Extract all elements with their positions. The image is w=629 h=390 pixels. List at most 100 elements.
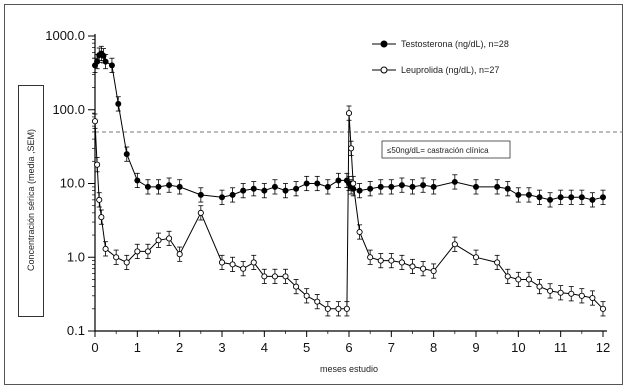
- data-point: [525, 276, 532, 283]
- y-tick-label: 1000.0: [45, 28, 85, 43]
- data-point: [229, 261, 236, 268]
- data-point: [123, 151, 130, 158]
- data-point: [134, 248, 141, 255]
- x-tick-label: 2: [176, 340, 183, 355]
- data-point: [547, 287, 554, 294]
- x-tick-label: 9: [472, 340, 479, 355]
- data-point: [155, 237, 162, 244]
- data-point: [568, 290, 575, 297]
- data-point: [176, 183, 183, 190]
- x-tick-label: 4: [261, 340, 268, 355]
- data-point: [494, 259, 501, 266]
- data-point: [409, 263, 416, 270]
- data-point: [409, 183, 416, 190]
- data-point: [197, 209, 204, 216]
- data-point: [115, 100, 122, 107]
- x-tick-label: 3: [218, 340, 225, 355]
- data-point: [420, 265, 427, 272]
- data-point: [271, 183, 278, 190]
- data-point: [504, 273, 511, 280]
- x-tick-label: 11: [554, 340, 568, 355]
- data-point: [398, 259, 405, 266]
- data-point: [102, 58, 109, 65]
- threshold-line: ≤50ng/dL= castración clínica: [95, 131, 623, 159]
- data-point: [388, 183, 395, 190]
- series-1: [92, 45, 607, 208]
- x-tick-label: 12: [596, 340, 610, 355]
- data-point: [144, 183, 151, 190]
- x-tick-label: 0: [91, 340, 98, 355]
- data-point: [282, 273, 289, 280]
- data-point: [250, 259, 257, 266]
- data-point: [293, 185, 300, 192]
- data-point: [547, 196, 554, 203]
- series-layer: [91, 45, 607, 317]
- threshold-label: ≤50ng/dL= castración clínica: [387, 146, 489, 155]
- data-point: [102, 245, 109, 252]
- y-tick-label: 1.0: [67, 249, 85, 264]
- data-point: [367, 185, 374, 192]
- data-point: [377, 183, 384, 190]
- x-tick-label: 8: [430, 340, 437, 355]
- x-tick-label: 6: [345, 340, 352, 355]
- data-point: [94, 161, 101, 168]
- data-point: [166, 235, 173, 242]
- data-point: [96, 196, 103, 203]
- data-point: [218, 194, 225, 201]
- data-point: [108, 62, 115, 69]
- data-point: [504, 185, 511, 192]
- data-point: [155, 183, 162, 190]
- data-point: [335, 305, 342, 312]
- data-point: [282, 187, 289, 194]
- x-tick-label: 7: [388, 340, 395, 355]
- data-point: [589, 196, 596, 203]
- data-point: [113, 254, 120, 261]
- data-point: [314, 298, 321, 305]
- y-tick-label: 10.0: [60, 176, 85, 191]
- y-tick-label: 0.1: [67, 323, 85, 338]
- data-point: [123, 259, 130, 266]
- data-point: [261, 273, 268, 280]
- data-point: [557, 289, 564, 296]
- data-point: [345, 110, 353, 117]
- data-point: [494, 183, 501, 190]
- data-point: [166, 182, 173, 189]
- data-point: [218, 259, 226, 266]
- series-line: [94, 52, 604, 201]
- data-point: [367, 254, 374, 261]
- data-point: [536, 194, 543, 201]
- data-point: [356, 228, 363, 236]
- data-point: [303, 180, 310, 187]
- legend-label: Leuprolida (ng/dL), n=27: [401, 65, 499, 75]
- data-point: [144, 248, 151, 255]
- data-point: [324, 305, 331, 312]
- data-point: [176, 251, 183, 258]
- data-point: [293, 283, 300, 290]
- data-point: [557, 194, 564, 201]
- data-point: [91, 118, 99, 125]
- data-point: [303, 292, 310, 299]
- legend-label: Testosterona (ng/dL), n=28: [401, 39, 509, 49]
- chart-frame: [4, 4, 623, 385]
- data-point: [134, 177, 141, 184]
- x-tick-label: 5: [303, 340, 310, 355]
- legend-marker: [380, 40, 388, 48]
- data-point: [197, 191, 204, 198]
- data-point: [388, 257, 395, 264]
- legend: Testosterona (ng/dL), n=28 Leuprolida (ng…: [372, 39, 509, 75]
- data-point: [600, 194, 607, 201]
- y-axis-label-box: Concentración sérica (media ,SEM): [18, 85, 44, 317]
- data-point: [98, 214, 105, 221]
- series-2: [91, 105, 607, 317]
- data-point: [261, 187, 268, 194]
- data-point: [240, 265, 247, 272]
- data-point: [350, 180, 357, 187]
- data-point: [314, 180, 321, 187]
- data-point: [324, 183, 331, 190]
- legend-marker: [380, 66, 388, 74]
- data-point: [377, 257, 384, 264]
- data-point: [599, 305, 607, 312]
- data-point: [229, 191, 236, 198]
